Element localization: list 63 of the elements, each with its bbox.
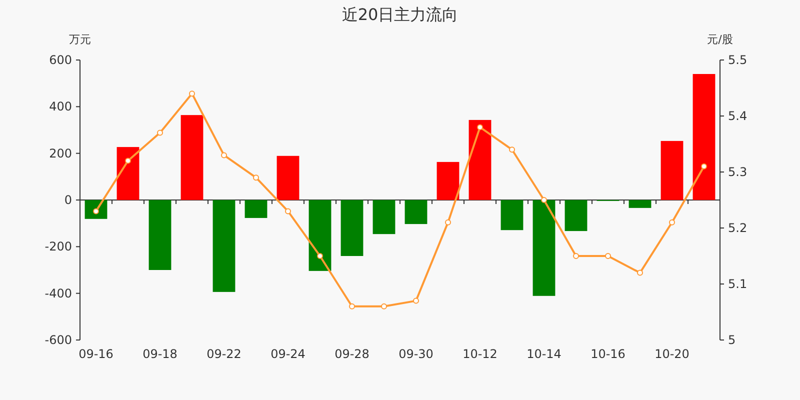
y2-axis-title: 元/股 [707, 33, 733, 46]
bar [692, 74, 716, 200]
point [445, 219, 451, 226]
bar [564, 200, 588, 232]
point [381, 303, 387, 310]
point [605, 253, 611, 259]
point [317, 253, 323, 259]
point [701, 163, 707, 170]
x-tick-label: 09-30 [398, 347, 434, 361]
point [669, 219, 675, 226]
bar [532, 200, 556, 296]
x-tick-label: 10-16 [590, 347, 626, 361]
y-tick-label: 0 [64, 193, 72, 207]
point [157, 130, 163, 136]
bar [468, 120, 492, 200]
x-tick-label: 10-12 [462, 347, 498, 361]
bar [500, 200, 524, 230]
point [573, 253, 579, 259]
point [285, 208, 291, 214]
x-tick-label: 09-22 [206, 347, 242, 361]
y-tick-label: -400 [44, 286, 72, 300]
bar [436, 162, 460, 200]
point [413, 298, 419, 304]
bar [628, 200, 652, 208]
x-tick-label: 09-18 [142, 347, 178, 361]
bar [372, 200, 396, 234]
y-tick-label: 200 [49, 146, 72, 160]
bar [116, 147, 140, 200]
x-tick-label: 10-14 [526, 347, 562, 361]
bar [244, 200, 268, 218]
bar [660, 140, 684, 200]
y2-tick-label: 5.3 [728, 165, 748, 179]
bar [276, 156, 300, 200]
bar [148, 200, 172, 270]
point [125, 158, 131, 164]
bar [308, 200, 332, 271]
point [541, 197, 547, 203]
y-axis-title: 万元 [69, 33, 91, 46]
bar [212, 200, 236, 292]
bar [180, 115, 204, 200]
point [221, 152, 227, 158]
point [253, 174, 259, 181]
point [509, 146, 515, 153]
point [637, 270, 643, 276]
y-tick-label: -600 [44, 333, 72, 347]
y-tick-label: 400 [49, 100, 72, 114]
x-tick-label: 09-24 [270, 347, 306, 361]
y-tick-label: 600 [49, 53, 72, 67]
x-tick-label: 10-20 [654, 347, 690, 361]
y2-tick-label: 5 [728, 333, 736, 347]
y-tick-label: -200 [44, 240, 72, 254]
y2-tick-label: 5.2 [728, 221, 748, 235]
bar [340, 200, 364, 256]
point [477, 124, 483, 130]
bar [404, 200, 428, 224]
chart-title: 近20日主力流向 [342, 5, 458, 24]
x-tick-label: 09-16 [78, 347, 114, 361]
x-tick-label: 09-28 [334, 347, 370, 361]
y2-tick-label: 5.4 [728, 109, 748, 123]
point [189, 90, 195, 97]
y2-tick-label: 5.5 [728, 53, 748, 67]
point [349, 303, 355, 310]
y2-tick-label: 5.1 [728, 277, 748, 291]
